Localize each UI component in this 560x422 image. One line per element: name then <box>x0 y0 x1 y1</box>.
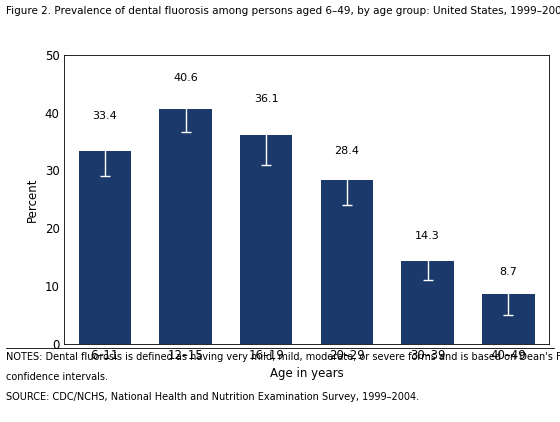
Text: Figure 2. Prevalence of dental fluorosis among persons aged 6–49, by age group: : Figure 2. Prevalence of dental fluorosis… <box>6 6 560 16</box>
Text: 28.4: 28.4 <box>334 146 360 156</box>
Bar <box>321 180 373 344</box>
Text: 33.4: 33.4 <box>92 111 117 122</box>
Bar <box>159 109 212 344</box>
Text: 40.6: 40.6 <box>173 73 198 83</box>
Text: NOTES: Dental fluorosis is defined as having very mild, mild, moderate, or sever: NOTES: Dental fluorosis is defined as ha… <box>6 352 560 362</box>
Y-axis label: Percent: Percent <box>26 177 39 222</box>
Bar <box>78 151 131 344</box>
Text: 36.1: 36.1 <box>254 94 278 104</box>
Bar <box>402 261 454 344</box>
Text: 8.7: 8.7 <box>500 268 517 277</box>
Text: 14.3: 14.3 <box>416 231 440 241</box>
Bar <box>482 294 535 344</box>
X-axis label: Age in years: Age in years <box>270 367 343 380</box>
Text: confidence intervals.: confidence intervals. <box>6 372 108 382</box>
Text: SOURCE: CDC/NCHS, National Health and Nutrition Examination Survey, 1999–2004.: SOURCE: CDC/NCHS, National Health and Nu… <box>6 392 419 402</box>
Bar <box>240 135 292 344</box>
